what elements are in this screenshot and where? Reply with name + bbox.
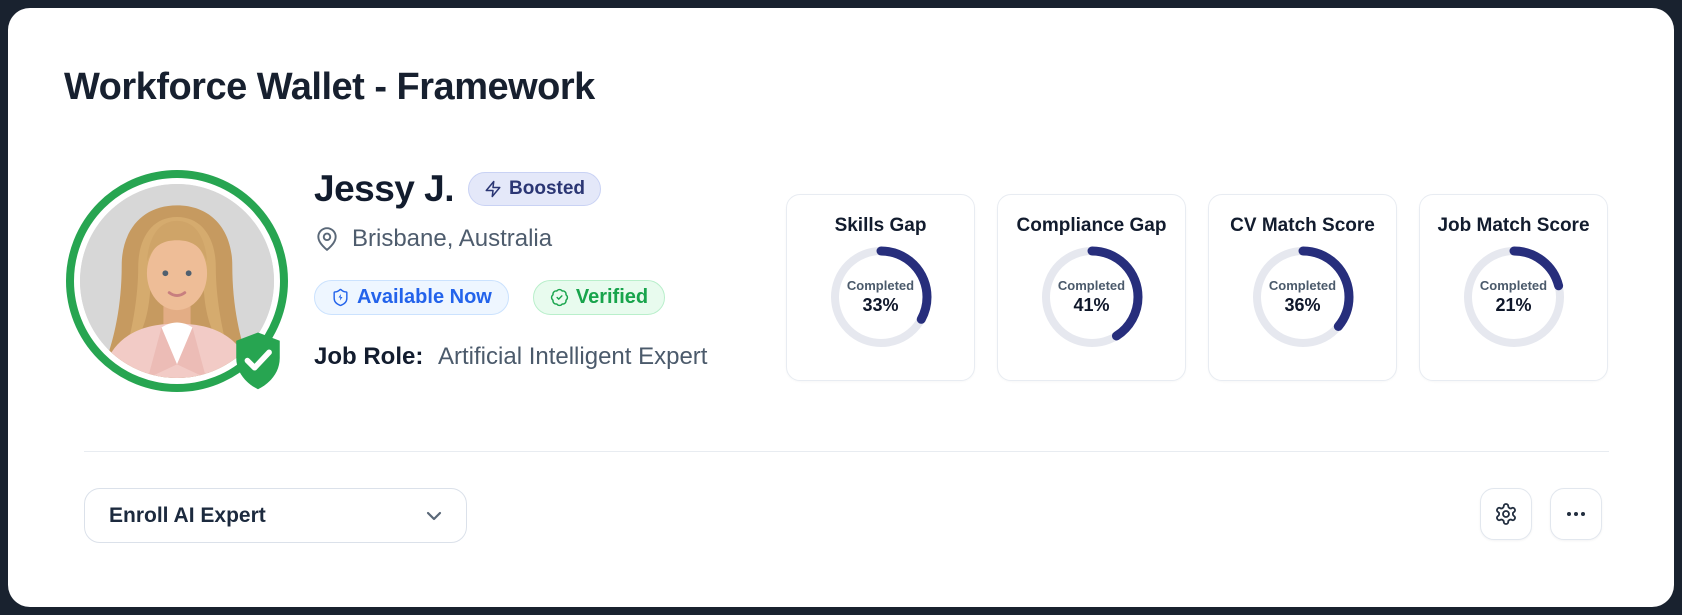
metric-card-title: Skills Gap [834, 215, 927, 236]
person-name: Jessy J. [314, 168, 455, 209]
shield-check-icon [236, 332, 280, 390]
completed-label: Completed [1479, 278, 1548, 293]
boosted-badge-label: Boosted [509, 178, 586, 199]
workforce-wallet-card: Workforce Wallet - Framework [8, 8, 1674, 607]
map-pin-icon [317, 227, 337, 252]
available-now-label: Available Now [357, 286, 492, 308]
progress-ring: Completed 21% [1461, 244, 1567, 350]
location-row: Brisbane, Australia [314, 225, 707, 253]
metric-card-title: CV Match Score [1230, 215, 1375, 236]
ellipsis-icon [1567, 512, 1585, 516]
completed-label: Completed [1268, 278, 1337, 293]
verified-label: Verified [575, 286, 649, 308]
metric-card-compliance-gap: Compliance Gap Completed 41% [997, 194, 1186, 381]
completed-label: Completed [846, 278, 915, 293]
progress-ring: Completed 41% [1039, 244, 1145, 350]
percent-value: 33% [862, 295, 899, 315]
gear-icon [1496, 503, 1516, 525]
profile-info: Jessy J. Boosted Brisbane, Australia [314, 168, 707, 371]
enroll-ai-expert-dropdown[interactable]: Enroll AI Expert [84, 488, 467, 543]
boosted-badge: Boosted [468, 172, 602, 206]
progress-ring: Completed 33% [828, 244, 934, 350]
metric-card-job-match-score: Job Match Score Completed 21% [1419, 194, 1608, 381]
available-now-badge: Available Now [314, 280, 509, 315]
verified-badge: Verified [532, 280, 666, 315]
shield-zap-icon [333, 288, 348, 307]
badge-check-icon [550, 288, 568, 307]
job-role-label: Job Role: [314, 343, 424, 370]
percent-value: 36% [1284, 295, 1321, 315]
enroll-dropdown-label: Enroll AI Expert [109, 503, 266, 527]
profile-avatar [66, 170, 288, 392]
chevron-down-icon [426, 511, 442, 520]
page-title: Workforce Wallet - Framework [64, 66, 595, 108]
progress-ring: Completed 36% [1250, 244, 1356, 350]
percent-value: 41% [1073, 295, 1110, 315]
metric-card-skills-gap: Skills Gap Completed 33% [786, 194, 975, 381]
status-badges: Available Now Verified [314, 280, 707, 315]
completed-label: Completed [1057, 278, 1126, 293]
percent-value: 21% [1495, 295, 1532, 315]
job-role-row: Job Role: Artificial Intelligent Expert [314, 343, 707, 371]
section-divider [84, 451, 1609, 452]
metric-card-cv-match-score: CV Match Score Completed 36% [1208, 194, 1397, 381]
metric-card-title: Job Match Score [1437, 215, 1590, 236]
zap-icon [485, 180, 501, 198]
job-role-value: Artificial Intelligent Expert [438, 343, 708, 370]
metric-cards: Skills Gap Completed 33% Compliance Gap [786, 194, 1608, 381]
location-text: Brisbane, Australia [352, 225, 553, 252]
settings-button[interactable] [1480, 488, 1532, 540]
metric-card-title: Compliance Gap [1016, 215, 1167, 236]
more-options-button[interactable] [1550, 488, 1602, 540]
